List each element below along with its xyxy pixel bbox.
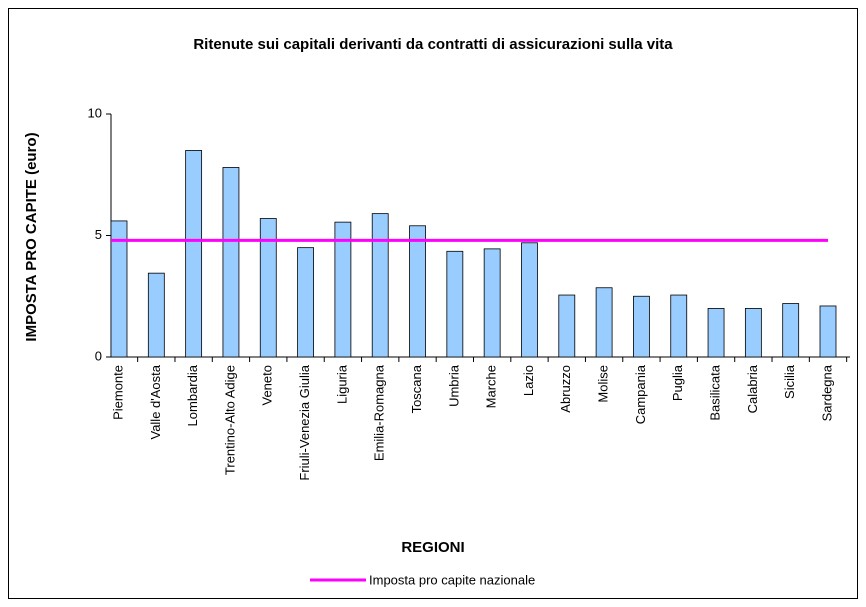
bar xyxy=(595,287,613,358)
bar xyxy=(521,242,538,358)
x-tick-label: Sardegna xyxy=(819,364,834,421)
x-tick-label: Abruzzo xyxy=(558,365,573,413)
bar xyxy=(297,247,314,358)
bar xyxy=(744,307,762,358)
y-tick-label: 0 xyxy=(95,348,102,363)
y-axis-label: IMPOSTA PRO CAPITE (euro) xyxy=(23,132,40,341)
x-tick-label: Lazio xyxy=(521,365,536,396)
x-tick-label: Umbria xyxy=(446,364,461,407)
x-tick-label: Valle d'Aosta xyxy=(148,364,163,439)
x-tick-label: Trentino-Alto Adige xyxy=(222,365,237,475)
bar xyxy=(782,303,800,358)
bar xyxy=(633,295,650,358)
bar xyxy=(147,272,165,358)
x-tick-label: Toscana xyxy=(409,364,424,413)
x-tick-label: Emilia-Romagna xyxy=(372,364,387,461)
bar xyxy=(334,221,352,358)
x-tick-label: Friuli-Venezia Giulia xyxy=(297,364,312,480)
bar xyxy=(185,150,203,358)
y-tick-label: 5 xyxy=(95,227,102,242)
bar xyxy=(819,305,837,358)
x-tick-label: Sicilia xyxy=(782,364,797,399)
bar xyxy=(110,220,128,358)
bar xyxy=(670,294,688,358)
bar xyxy=(558,294,576,358)
bar xyxy=(446,250,464,358)
chart-border xyxy=(8,8,858,599)
x-tick-label: Marche xyxy=(484,365,499,408)
x-tick-label: Basilicata xyxy=(707,364,722,420)
x-tick-label: Puglia xyxy=(670,364,685,401)
x-tick-label: Piemonte xyxy=(110,365,125,420)
y-tick-label: 10 xyxy=(88,105,102,120)
x-tick-label: Veneto xyxy=(260,365,275,406)
legend-label: Imposta pro capite nazionale xyxy=(369,572,535,587)
x-tick-label: Campania xyxy=(633,364,648,424)
x-tick-label: Lombardia xyxy=(185,364,200,426)
bar xyxy=(259,218,277,358)
bar xyxy=(707,307,725,358)
bar xyxy=(483,248,501,358)
x-tick-label: Calabria xyxy=(745,364,760,413)
x-axis-label: REGIONI xyxy=(401,539,464,556)
bar xyxy=(409,225,426,358)
x-tick-label: Liguria xyxy=(334,364,349,404)
chart-title: Ritenute sui capitali derivanti da contr… xyxy=(193,36,673,53)
bar xyxy=(371,213,389,358)
bar xyxy=(222,167,240,358)
x-tick-label: Molise xyxy=(596,365,611,403)
